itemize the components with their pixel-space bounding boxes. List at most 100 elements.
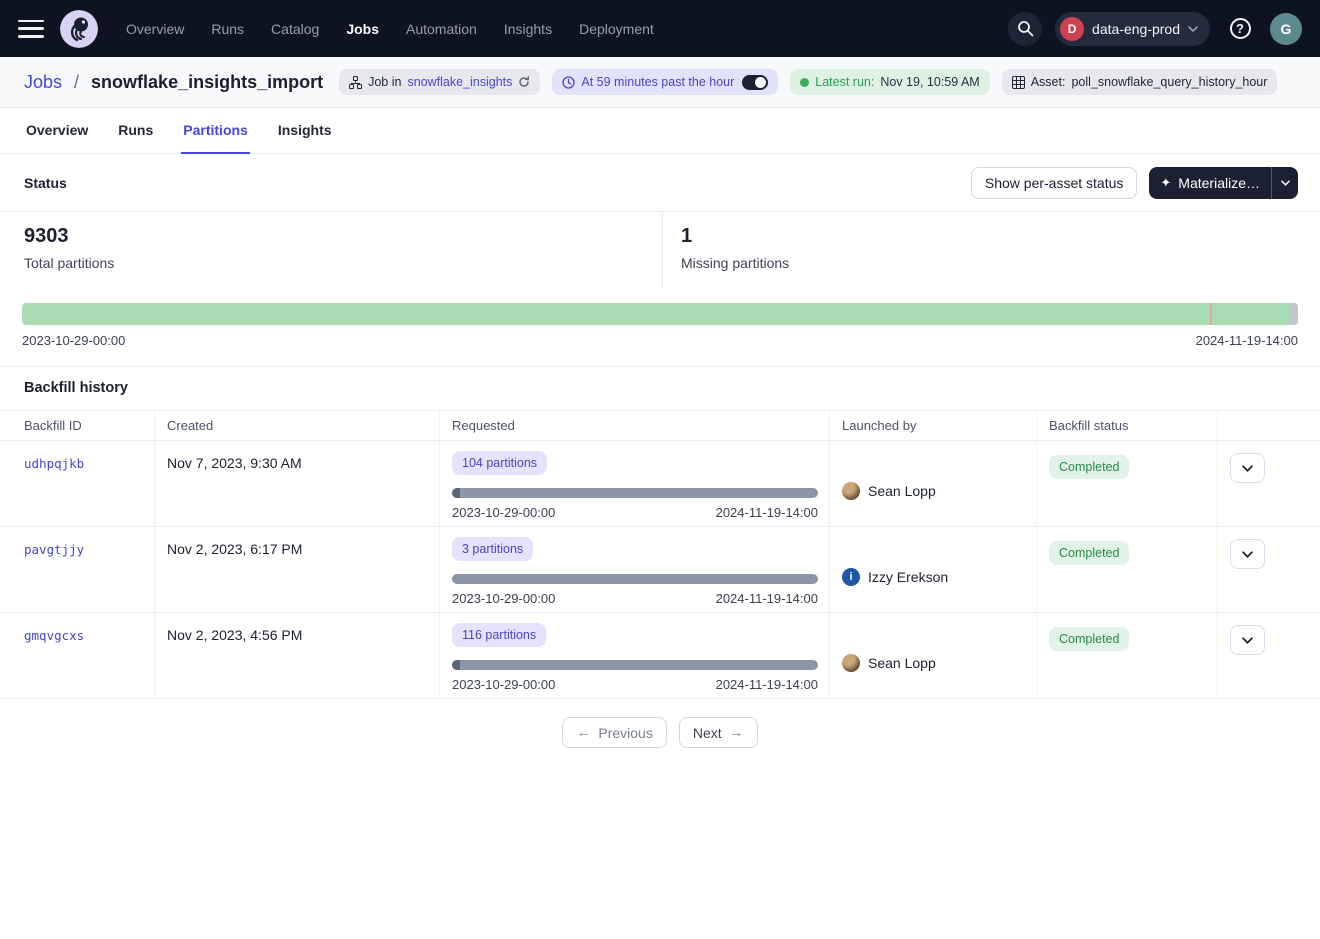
graph-icon [349,76,362,89]
requested-cell: 3 partitions 2023-10-29-00:00 2024-11-19… [440,527,830,612]
materialize-split-button: ✦ Materialize… [1149,167,1298,199]
chevron-down-icon [1242,465,1253,472]
partition-status-bar [22,303,1298,325]
nav-item-insights[interactable]: Insights [504,21,552,37]
tab-runs[interactable]: Runs [116,110,155,154]
materialize-button[interactable]: ✦ Materialize… [1149,167,1271,199]
chevron-down-icon [1242,637,1253,644]
range-start: 2023-10-29-00:00 [452,677,555,692]
asset-label: Asset: [1031,75,1066,89]
tab-insights[interactable]: Insights [276,110,334,154]
page-tabs: Overview Runs Partitions Insights [0,108,1320,154]
column-header-actions [1218,411,1320,440]
arrow-right-icon: → [729,724,744,741]
breadcrumb-bar: Jobs / snowflake_insights_import Job in … [0,57,1320,108]
materialize-dropdown-button[interactable] [1272,167,1298,199]
range-end: 2024-11-19-14:00 [716,677,818,692]
tab-overview[interactable]: Overview [24,110,90,154]
nav-item-jobs[interactable]: Jobs [346,21,379,37]
nav-item-runs[interactable]: Runs [211,21,244,37]
breadcrumb-jobs-link[interactable]: Jobs [24,72,62,93]
backfill-id-link[interactable]: gmqvgcxs [24,628,84,643]
actions-cell [1218,441,1320,526]
job-in-label: Job in [368,75,401,89]
chevron-down-icon [1281,180,1290,186]
schedule-toggle[interactable] [742,75,768,90]
created-cell: Nov 2, 2023, 6:17 PM [155,527,440,612]
row-menu-button[interactable] [1230,625,1265,655]
timeline-end-cap [1289,303,1298,325]
launched-by-cell: i Izzy Erekson [830,527,1037,612]
latest-run-link[interactable]: Nov 19, 10:59 AM [880,75,979,89]
launched-by-cell: Sean Lopp [830,613,1037,698]
latest-run-label: Latest run: [815,75,874,89]
requested-cell: 104 partitions 2023-10-29-00:00 2024-11-… [440,441,830,526]
column-header-launched-by: Launched by [830,411,1037,440]
backfill-range-bar [452,660,818,670]
main-nav: Overview Runs Catalog Jobs Automation In… [126,21,654,37]
column-header-backfill-status: Backfill status [1037,411,1218,440]
sparkle-icon: ✦ [1160,175,1171,191]
deployment-badge: D [1060,17,1084,41]
nav-item-automation[interactable]: Automation [406,21,477,37]
launched-by-name: Sean Lopp [868,655,936,671]
deployment-switcher[interactable]: D data-eng-prod [1055,12,1210,46]
status-section-header: Status Show per-asset status ✦ Materiali… [0,154,1320,212]
asset-link[interactable]: poll_snowflake_query_history_hour [1071,75,1267,89]
latest-run-badge: Latest run: Nov 19, 10:59 AM [790,69,989,95]
chevron-down-icon [1242,551,1253,558]
backfill-range-bar [452,488,818,498]
missing-partition-marker [1210,303,1212,325]
partitions-count-badge: 3 partitions [452,537,533,561]
job-repo-badge: Job in snowflake_insights [339,69,540,95]
range-dates: 2023-10-29-00:00 2024-11-19-14:00 [452,677,818,692]
help-icon[interactable]: ? [1223,12,1257,46]
partitions-count-badge: 116 partitions [452,623,546,647]
tab-partitions[interactable]: Partitions [181,110,250,154]
range-dates: 2023-10-29-00:00 2024-11-19-14:00 [452,591,818,606]
user-avatar [842,482,860,500]
table-row: udhpqjkb Nov 7, 2023, 9:30 AM 104 partit… [0,441,1320,527]
column-header-requested: Requested [440,411,830,440]
nav-item-overview[interactable]: Overview [126,21,184,37]
backfill-id-link[interactable]: udhpqjkb [24,456,84,471]
partition-timeline-section: 2023-10-29-00:00 2024-11-19-14:00 [0,289,1320,367]
next-page-button[interactable]: Next → [679,717,758,748]
range-end: 2024-11-19-14:00 [716,591,818,606]
user-avatar[interactable]: G [1270,13,1302,45]
deployment-name: data-eng-prod [1092,21,1180,37]
reload-icon[interactable] [518,76,530,88]
dagster-logo-icon[interactable] [60,10,98,48]
status-cell: Completed [1037,441,1218,526]
row-menu-button[interactable] [1230,539,1265,569]
nav-item-catalog[interactable]: Catalog [271,21,319,37]
actions-cell [1218,527,1320,612]
status-badge: Completed [1049,455,1129,479]
nav-right-cluster: D data-eng-prod ? G [1008,12,1302,46]
pagination: ← Previous Next → [0,717,1320,748]
schedule-label: At 59 minutes past the hour [581,75,734,89]
range-start: 2023-10-29-00:00 [452,505,555,520]
stat-missing-partitions: 1 Missing partitions [663,212,789,289]
table-row: gmqvgcxs Nov 2, 2023, 4:56 PM 116 partit… [0,613,1320,699]
repo-link[interactable]: snowflake_insights [407,75,512,89]
stat-value: 1 [681,225,789,248]
partition-stats: 9303 Total partitions 1 Missing partitio… [0,212,1320,289]
arrow-left-icon: ← [576,724,591,741]
hamburger-menu-icon[interactable] [18,20,44,38]
launched-by-name: Izzy Erekson [868,569,948,585]
nav-item-deployment[interactable]: Deployment [579,21,654,37]
status-badge: Completed [1049,541,1129,565]
backfill-id-link[interactable]: pavgtjjy [24,542,84,557]
row-menu-button[interactable] [1230,453,1265,483]
column-header-created: Created [155,411,440,440]
timeline-end-label: 2024-11-19-14:00 [1196,333,1298,348]
actions-cell [1218,613,1320,698]
launched-by-name: Sean Lopp [868,483,936,499]
show-per-asset-status-button[interactable]: Show per-asset status [971,167,1138,199]
search-icon[interactable] [1008,12,1042,46]
range-start: 2023-10-29-00:00 [452,591,555,606]
previous-page-button[interactable]: ← Previous [562,717,666,748]
timeline-labels: 2023-10-29-00:00 2024-11-19-14:00 [22,333,1298,348]
schedule-badge: At 59 minutes past the hour [552,69,778,95]
